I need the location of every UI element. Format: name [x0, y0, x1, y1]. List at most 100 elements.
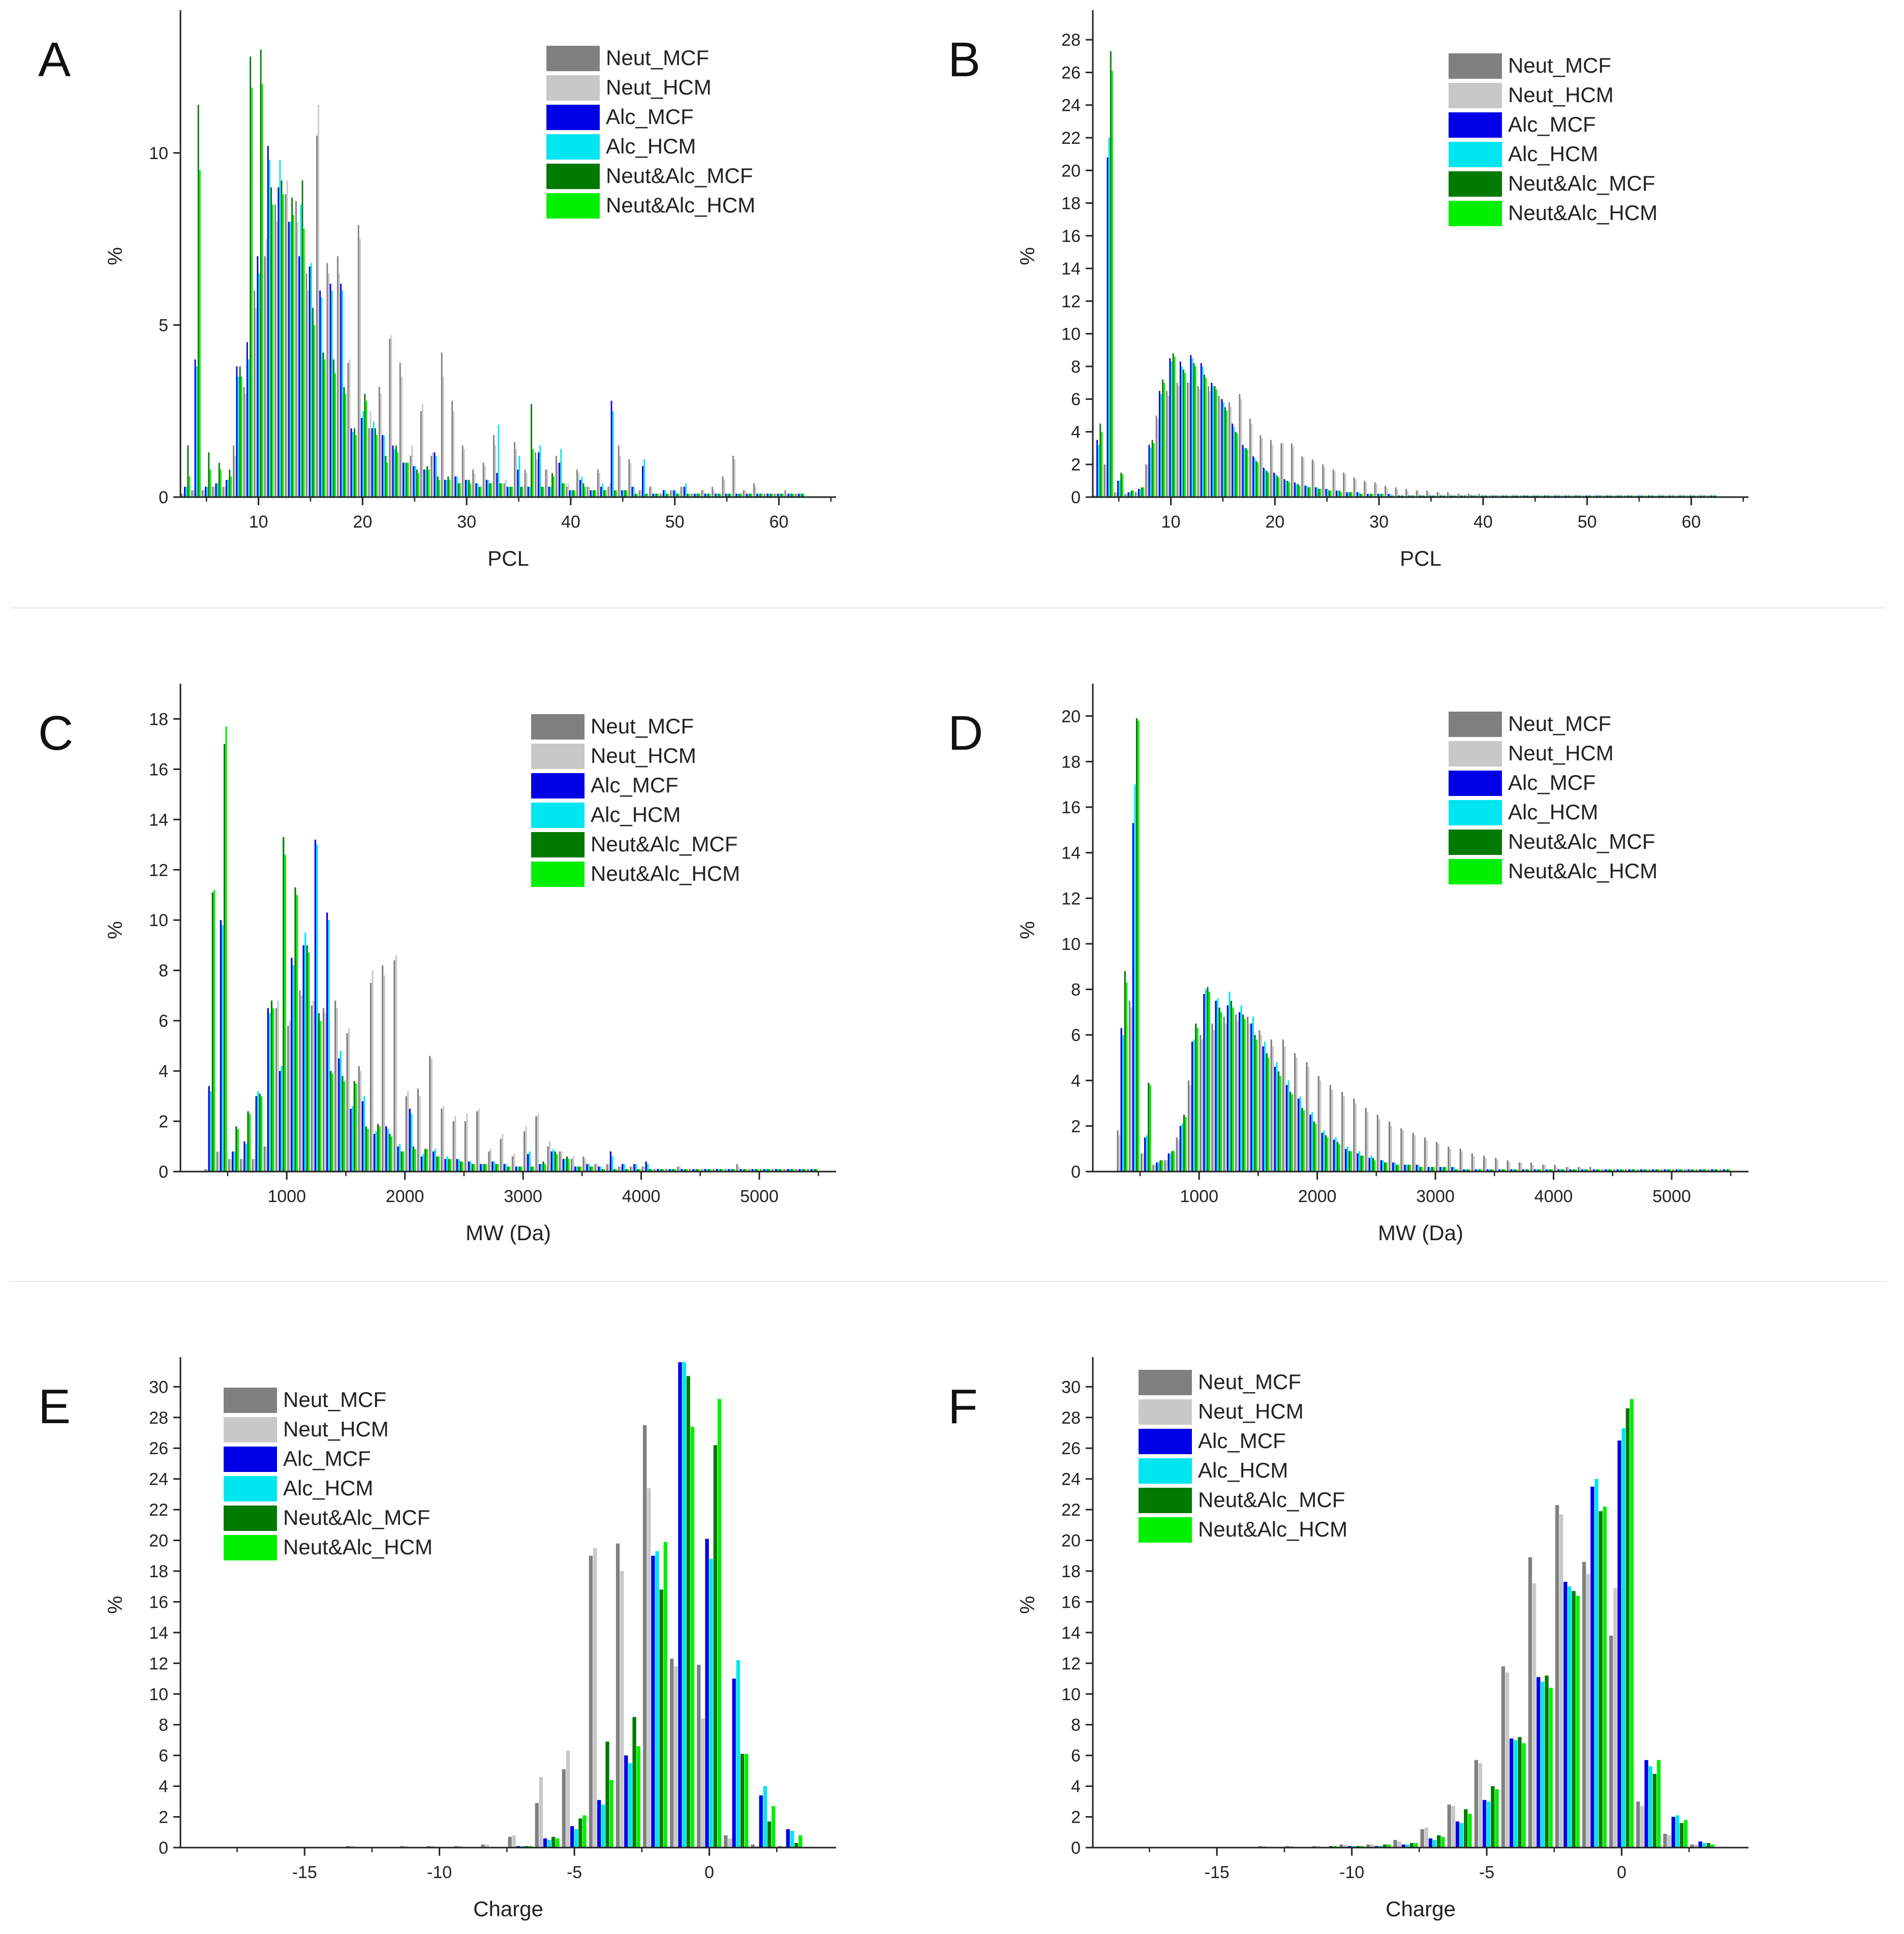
bar-d-s3-48 [1689, 1169, 1691, 1172]
bar-d-s4-19 [1348, 1151, 1350, 1172]
bar-c-s2-2 [232, 1151, 234, 1172]
bar-a-s5-20 [397, 452, 398, 497]
legend-label-d-5: Neut&Alc_HCM [1508, 859, 1657, 883]
bar-c-s2-30 [562, 1159, 565, 1172]
bar-a-s2-13 [319, 290, 321, 497]
bar-a-s1-28 [474, 473, 476, 497]
y-tick-label-b: 12 [1061, 292, 1081, 311]
bar-d-s5-10 [1244, 1019, 1246, 1172]
bar-e-s3-10 [520, 1846, 525, 1848]
y-axis-title-e: % [104, 1596, 127, 1614]
x-tick-label-a: 10 [249, 512, 268, 532]
bar-d-s2-5 [1179, 1126, 1181, 1172]
bar-d-s1-49 [1697, 1169, 1700, 1172]
bar-b-s3-42 [1535, 495, 1537, 497]
bar-c-s2-4 [255, 1096, 257, 1172]
bar-e-s5-16 [690, 1426, 695, 1848]
bar-a-s4-15 [343, 387, 345, 497]
bar-c-s3-22 [470, 1161, 472, 1172]
bar-c-s0-34 [606, 1164, 608, 1172]
bar-e-s5-13 [609, 1780, 613, 1848]
bar-d-s1-0 [1118, 1135, 1121, 1172]
bar-c-s3-10 [328, 920, 330, 1172]
bar-d-s5-26 [1433, 1167, 1435, 1172]
bar-e-s5-10 [529, 1846, 533, 1848]
bar-b-s3-52 [1639, 495, 1641, 497]
bar-a-s1-49 [692, 494, 694, 497]
bar-a-s4-57 [780, 494, 782, 497]
bar-c-s0-19 [429, 1056, 431, 1172]
bar-a-s4-11 [301, 180, 303, 497]
x-tick-label-a: 20 [353, 512, 372, 532]
bar-a-s4-58 [791, 494, 792, 497]
bar-a-s3-21 [404, 463, 406, 497]
bar-d-s2-20 [1357, 1153, 1359, 1172]
bar-d-s3-19 [1346, 1146, 1348, 1172]
bar-b-s1-37 [1480, 495, 1482, 497]
bar-b-s4-59 [1713, 495, 1715, 497]
bar-e-s0-6 [400, 1846, 404, 1848]
bar-a-s1-10 [286, 180, 288, 497]
bar-c-s3-32 [588, 1164, 590, 1172]
bar-c-s2-22 [468, 1161, 470, 1172]
bar-a-s4-35 [551, 473, 553, 497]
bar-a-s0-8 [264, 256, 266, 497]
bar-a-s3-43 [633, 486, 635, 497]
bar-a-s2-54 [746, 494, 748, 497]
bar-d-s4-44 [1644, 1169, 1646, 1172]
bar-d-s0-45 [1648, 1169, 1650, 1172]
bar-b-s5-41 [1528, 495, 1529, 497]
bar-b-s5-13 [1236, 433, 1238, 497]
bar-b-s4-12 [1224, 407, 1226, 497]
bar-a-s2-47 [673, 490, 675, 497]
bar-c-s3-20 [446, 1156, 448, 1172]
bar-a-s1-17 [359, 239, 361, 497]
bar-a-s3-25 [446, 480, 447, 497]
bar-e-s1-16 [674, 1666, 678, 1848]
bar-e-s4-13 [605, 1741, 609, 1848]
bar-e-s2-15 [651, 1555, 655, 1848]
bar-b-s4-57 [1693, 495, 1695, 497]
bar-c-s0-30 [559, 1151, 561, 1172]
bar-d-s0-41 [1601, 1169, 1603, 1172]
bar-c-s4-43 [720, 1169, 722, 1172]
bar-d-s5-43 [1634, 1169, 1636, 1172]
bar-d-s3-12 [1264, 1041, 1266, 1172]
y-tick-label-c: 6 [159, 1011, 168, 1031]
bar-a-s5-40 [605, 490, 607, 497]
y-tick-label-b: 20 [1061, 161, 1081, 180]
bar-a-s5-15 [345, 393, 347, 497]
legend-swatch-e-3 [224, 1476, 277, 1501]
bar-d-s5-42 [1622, 1169, 1624, 1172]
bar-b-s5-21 [1319, 488, 1322, 497]
bar-a-s4-2 [208, 452, 210, 497]
bar-c-s0-50 [795, 1169, 797, 1172]
legend-swatch-b-0 [1449, 53, 1502, 79]
bar-c-s3-9 [316, 844, 318, 1172]
bar-a-s1-9 [276, 222, 278, 497]
bar-d-s4-26 [1431, 1167, 1433, 1172]
legend-swatch-b-2 [1449, 112, 1502, 138]
bar-c-s4-4 [259, 1093, 261, 1172]
bar-b-s1-11 [1209, 391, 1211, 497]
bar-d-s2-40 [1593, 1169, 1595, 1172]
bar-d-s4-17 [1325, 1135, 1327, 1172]
bar-b-s2-6 [1158, 391, 1160, 497]
bar-f-s5-10 [1441, 1836, 1445, 1848]
bar-c-s1-30 [561, 1151, 563, 1172]
legend-swatch-d-2 [1449, 771, 1502, 796]
bar-b-s2-48 [1595, 495, 1598, 497]
bar-b-s3-39 [1503, 495, 1506, 497]
bar-d-s0-8 [1211, 1023, 1213, 1172]
bar-c-s5-39 [674, 1169, 676, 1172]
bar-b-s3-43 [1545, 495, 1547, 497]
bar-a-s4-12 [312, 308, 314, 497]
bar-b-s0-50 [1613, 495, 1615, 497]
bar-d-s0-7 [1200, 1035, 1202, 1172]
bar-f-s1-10 [1424, 1827, 1428, 1848]
bar-c-s1-17 [407, 1091, 409, 1172]
bar-a-s3-48 [685, 483, 687, 497]
bar-c-s4-18 [424, 1149, 426, 1172]
bar-e-s0-4 [346, 1846, 350, 1848]
bar-a-s3-44 [643, 459, 646, 497]
